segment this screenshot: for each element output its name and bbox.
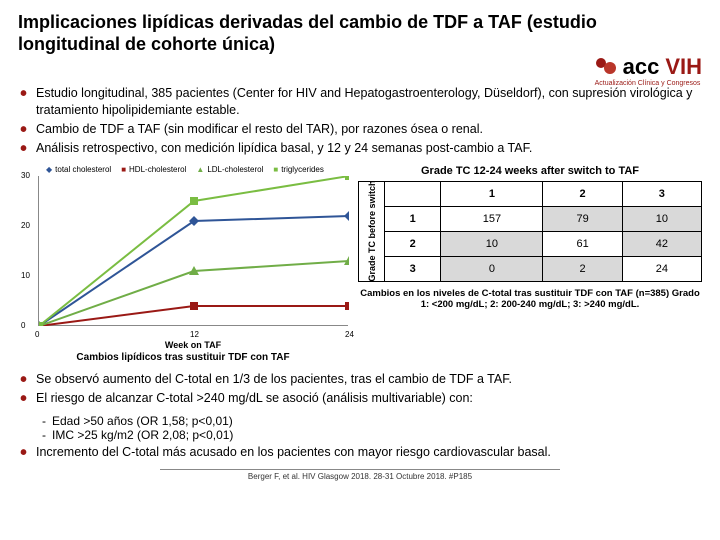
bullet-item: Estudio longitudinal, 385 pacientes (Cen…	[18, 85, 702, 119]
xtick: 0	[35, 330, 39, 339]
bullet-item: Edad >50 años (OR 1,58; p<0,01)	[18, 414, 702, 428]
legend-item: ■triglycerides	[273, 165, 324, 174]
legend-item: ■HDL-cholesterol	[121, 165, 186, 174]
xtick: 12	[190, 330, 199, 339]
chart-caption: Cambios lipídicos tras sustituir TDF con…	[18, 352, 348, 363]
ytick: 30	[21, 171, 30, 180]
citation: Berger F, et al. HIV Glasgow 2018. 28-31…	[18, 472, 702, 481]
sub-bullets: Edad >50 años (OR 1,58; p<0,01)IMC >25 k…	[18, 414, 702, 442]
bullet-item: IMC >25 kg/m2 (OR 2,08; p<0,01)	[18, 428, 702, 442]
top-bullets: Estudio longitudinal, 385 pacientes (Cen…	[18, 85, 702, 157]
logo-acc: acc	[623, 54, 660, 80]
citation-rule	[160, 469, 560, 470]
bullet-item: Cambio de TDF a TAF (sin modificar el re…	[18, 121, 702, 138]
logo: acc VIH Actualización Clínica y Congreso…	[595, 54, 702, 87]
logo-vih: VIH	[665, 54, 702, 80]
bullet-item: Se observó aumento del C-total en 1/3 de…	[18, 371, 702, 388]
ytick: 0	[21, 321, 25, 330]
chart-legend: ◆total cholesterol ■HDL-cholesterol ▲LDL-c…	[18, 165, 348, 174]
table-caption: Cambios en los niveles de C-total tras s…	[358, 288, 702, 311]
xtick: 24	[345, 330, 354, 339]
ytick: 10	[21, 271, 30, 280]
table-title: Grade TC 12-24 weeks after switch to TAF	[358, 165, 702, 177]
table-panel: Grade TC 12-24 weeks after switch to TAF…	[358, 165, 702, 363]
chart-xlabel: Week on TAF	[38, 340, 348, 350]
bullet-item: Análisis retrospectivo, con medición lip…	[18, 140, 702, 157]
ytick: 20	[21, 221, 30, 230]
legend-item: ◆total cholesterol	[46, 165, 111, 174]
legend-item: ▲LDL-cholesterol	[196, 165, 263, 174]
bullet-item: El riesgo de alcanzar C-total >240 mg/dL…	[18, 390, 702, 407]
page-title: Implicaciones lipídicas derivadas del ca…	[18, 12, 702, 55]
bottom-bullets: Se observó aumento del C-total en 1/3 de…	[18, 371, 702, 407]
grade-table: Grade TC before switch123115779102106142…	[358, 181, 702, 282]
chart-panel: ◆total cholesterol ■HDL-cholesterol ▲LDL-c…	[18, 165, 348, 363]
last-bullet: Incremento del C-total más acusado en lo…	[18, 444, 702, 461]
line-chart: Change of lipids (mg/dL) 010203001224	[38, 176, 348, 326]
bullet-item: Incremento del C-total más acusado en lo…	[18, 444, 702, 461]
